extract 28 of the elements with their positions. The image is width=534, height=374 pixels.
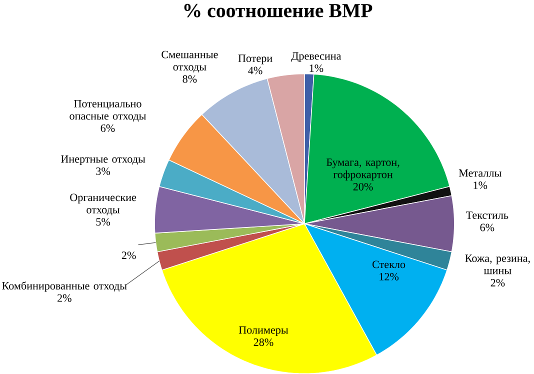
chart-title: % соотношение ВМР [184, 4, 372, 18]
slice-label: Потенциально опасные отходы [70, 100, 146, 122]
slice-label: Металлы [458, 169, 502, 177]
data-label: 6% [480, 224, 494, 232]
slice-label: Комбинированные отходы [2, 281, 127, 292]
slice-label: Потери [238, 54, 272, 64]
data-label: 4% [248, 66, 262, 74]
slice-label: Органические отходы [70, 194, 136, 216]
data-label: 20% [353, 182, 373, 191]
slice-label: Кожа, резина, шины [465, 254, 530, 274]
slice-label: Смешанные отходы [162, 50, 218, 73]
data-label: 5% [96, 218, 110, 226]
data-label: 1% [310, 64, 324, 72]
data-label: 12% [380, 272, 399, 280]
slice-label: Полимеры [238, 326, 288, 336]
slice-label: Древесина [291, 52, 342, 62]
slice-label: Стекло [372, 260, 406, 268]
slice-label: Бумага, картон, гофрокартон [326, 158, 400, 180]
slice-label: Инертные отходы [60, 155, 146, 165]
data-label: 8% [182, 75, 197, 83]
slice-label: Текстиль [466, 212, 508, 219]
data-label: 2% [490, 279, 505, 287]
data-label: 1% [474, 182, 488, 190]
data-label: 6% [100, 124, 115, 132]
data-label: 3% [96, 167, 110, 176]
data-label: 2% [122, 252, 136, 260]
data-label: 28% [254, 338, 274, 346]
data-label: 2% [58, 294, 72, 302]
